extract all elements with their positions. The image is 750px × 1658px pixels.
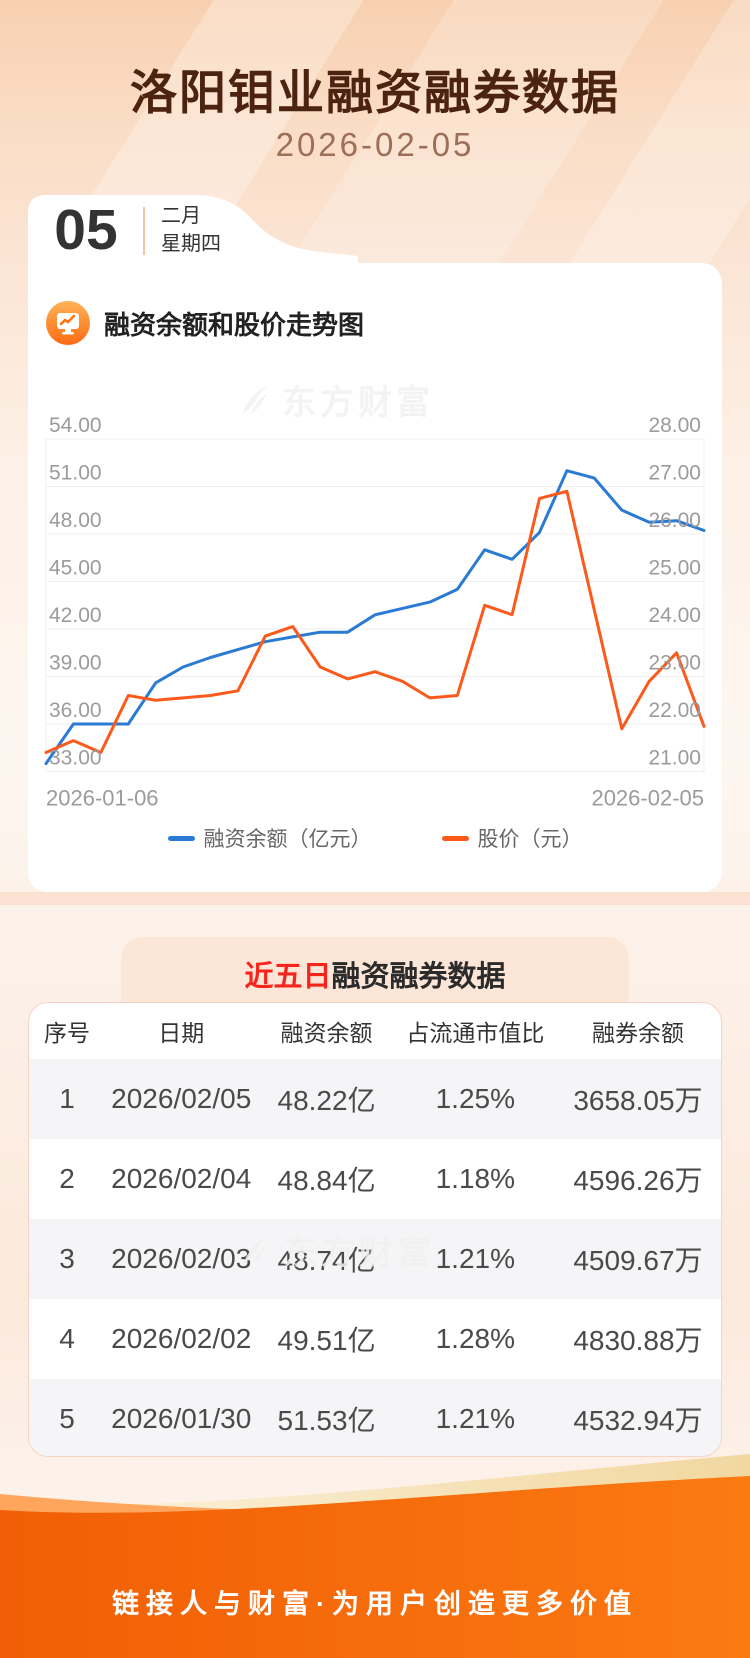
table-cell: 1.18% xyxy=(435,1163,516,1194)
table-cell: 2026/02/03 xyxy=(111,1243,252,1274)
table-cell: 49.51亿 xyxy=(277,1325,376,1356)
table-cell: 4596.26万 xyxy=(573,1165,703,1196)
svg-text:24.00: 24.00 xyxy=(648,604,701,627)
table-cell: 3658.05万 xyxy=(573,1085,703,1116)
footer: 链接人与财富·为用户创造更多价值 xyxy=(0,1430,750,1658)
date-card-weekday: 星期四 xyxy=(161,233,221,255)
table-header-row: 序号 日期 融资余额 占流通市值比 融券余额 xyxy=(29,1003,721,1059)
table-cell: 3 xyxy=(59,1243,75,1274)
data-table: 序号 日期 融资余额 占流通市值比 融券余额 1 2026/02/05 48.22亿 1.25… xyxy=(29,1003,721,1456)
table-cell: 2026/02/05 xyxy=(111,1083,252,1114)
table-row: 5 2026/01/30 51.53亿 1.21% 4532.94万 xyxy=(29,1379,721,1456)
table-title: 近五日融资融券数据 xyxy=(121,953,629,995)
chart-section-title: 融资余额和股价走势图 xyxy=(104,309,365,340)
table-cell: 1 xyxy=(59,1083,75,1114)
svg-text:51.00: 51.00 xyxy=(49,462,102,485)
svg-text:23.00: 23.00 xyxy=(648,652,701,675)
svg-text:54.00: 54.00 xyxy=(49,414,102,437)
legend-label: 股价（元） xyxy=(477,828,583,851)
table-cell: 2 xyxy=(59,1163,75,1194)
table-cell: 1.21% xyxy=(435,1403,516,1434)
legend-item-stock-price: 股价（元） xyxy=(441,823,583,853)
page-date: 2026-02-05 xyxy=(275,126,475,163)
svg-text:42.00: 42.00 xyxy=(49,604,102,627)
svg-text:39.00: 39.00 xyxy=(49,652,102,675)
data-table-card: 序号 日期 融资余额 占流通市值比 融券余额 1 2026/02/05 48.22亿 1.25… xyxy=(28,1002,722,1457)
table-header-cell: 序号 xyxy=(44,1020,91,1046)
table-title-highlight: 近五日 xyxy=(244,961,332,993)
table-cell: 4 xyxy=(59,1323,75,1354)
date-card-day: 05 xyxy=(54,198,118,262)
trend-monitor-icon xyxy=(46,301,90,345)
page-title: 洛阳钼业融资融券数据 xyxy=(130,66,620,119)
line-chart: 54.00 28.00 51.00 27.00 48.00 26.00 45.00 25.00… xyxy=(44,414,706,811)
footer-wave xyxy=(0,1454,750,1658)
table-cell: 51.53亿 xyxy=(277,1405,376,1436)
svg-text:48.00: 48.00 xyxy=(49,509,102,532)
svg-text:36.00: 36.00 xyxy=(49,699,102,722)
svg-text:21.00: 21.00 xyxy=(648,747,701,770)
svg-text:26.00: 26.00 xyxy=(648,509,701,532)
table-row: 1 2026/02/05 48.22亿 1.25% 3658.05万 xyxy=(29,1059,721,1139)
table-title-rest: 融资融券数据 xyxy=(331,961,506,993)
legend-swatch-orange xyxy=(441,835,469,841)
table-cell: 2026/02/02 xyxy=(111,1323,252,1354)
chart-card: 融资余额和股价走势图 东方财富 54.00 28.00 51.00 27.00 48.0… xyxy=(28,263,722,892)
date-card: 05 二月 星期四 xyxy=(28,195,358,265)
footer-slogan: 链接人与财富·为用户创造更多价值 xyxy=(112,1589,638,1619)
table-cell: 5 xyxy=(59,1403,75,1434)
svg-text:27.00: 27.00 xyxy=(648,462,701,485)
table-row: 3 2026/02/03 48.74亿 1.21% 4509.67万 xyxy=(29,1219,721,1299)
table-header-cell: 融资余额 xyxy=(280,1020,373,1046)
table-row: 2 2026/02/04 48.84亿 1.18% 4596.26万 xyxy=(29,1139,721,1219)
date-card-month: 二月 xyxy=(161,205,201,227)
date-card-divider xyxy=(143,207,145,255)
table-cell: 1.21% xyxy=(435,1243,516,1274)
table-cell: 1.25% xyxy=(435,1083,516,1114)
legend-item-financing-balance: 融资余额（亿元） xyxy=(167,823,372,853)
table-cell: 4509.67万 xyxy=(573,1245,703,1276)
table-row: 4 2026/02/02 49.51亿 1.28% 4830.88万 xyxy=(29,1299,721,1379)
legend-swatch-blue xyxy=(167,835,195,841)
table-cell: 48.22亿 xyxy=(277,1085,376,1116)
table-cell: 1.28% xyxy=(435,1323,516,1354)
section-divider xyxy=(0,892,750,905)
table-cell: 48.84亿 xyxy=(277,1165,376,1196)
table-header-cell: 融券余额 xyxy=(591,1020,684,1046)
svg-text:25.00: 25.00 xyxy=(648,557,701,580)
table-cell: 2026/01/30 xyxy=(111,1403,252,1434)
table-cell: 4532.94万 xyxy=(573,1405,703,1436)
table-cell: 48.74亿 xyxy=(277,1245,376,1276)
legend-label: 融资余额（亿元） xyxy=(203,828,372,851)
svg-text:28.00: 28.00 xyxy=(648,414,701,437)
table-cell: 2026/02/04 xyxy=(111,1163,252,1194)
svg-text:45.00: 45.00 xyxy=(49,557,102,580)
svg-text:22.00: 22.00 xyxy=(648,699,701,722)
table-header-cell: 日期 xyxy=(158,1020,205,1046)
table-cell: 4830.88万 xyxy=(573,1325,703,1356)
svg-text:2026-02-05: 2026-02-05 xyxy=(591,786,704,811)
svg-text:33.00: 33.00 xyxy=(49,747,102,770)
svg-text:2026-01-06: 2026-01-06 xyxy=(46,786,159,811)
chart-legend: 融资余额（亿元） 股价（元） xyxy=(28,823,722,853)
table-header-cell: 占流通市值比 xyxy=(406,1020,545,1046)
date-tab-shape xyxy=(28,195,358,265)
